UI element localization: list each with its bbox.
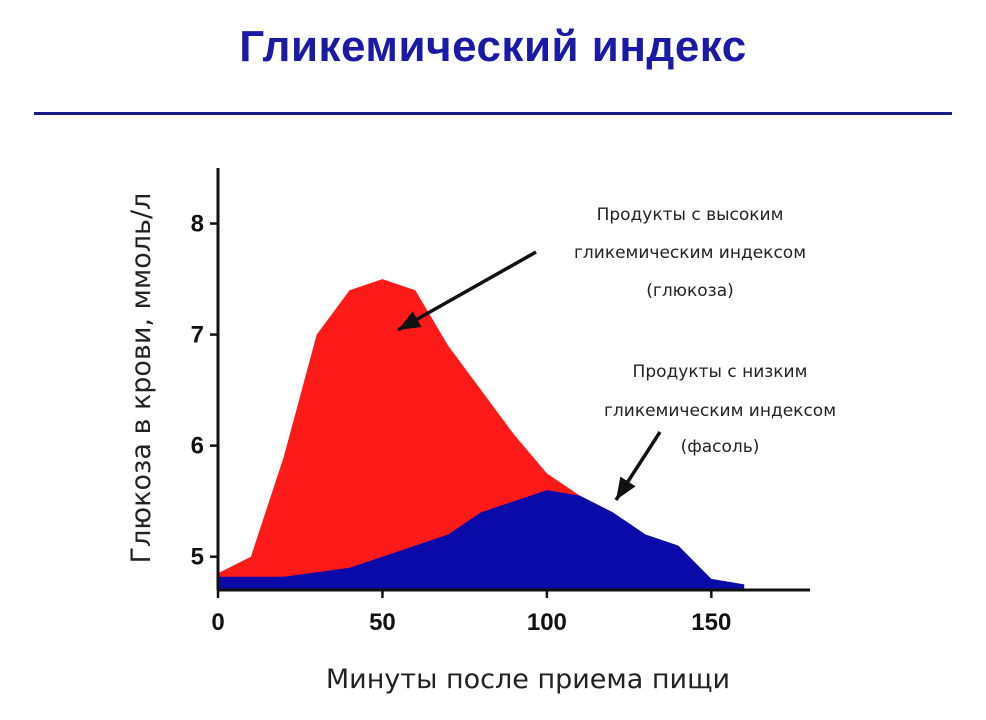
annotation-low-line-3: (фасоль) — [681, 437, 760, 457]
annotation-high-line-2: гликемическим индексом — [574, 243, 806, 263]
ticks-group: 5 6 7 8 0 50 100 150 — [191, 211, 732, 636]
annotation-low-line-1: Продукты с низким — [633, 362, 808, 382]
annotation-arrows — [397, 250, 662, 501]
x-tick-label-50: 50 — [369, 609, 396, 636]
x-tick-label-150: 150 — [691, 609, 731, 636]
y-tick-label-5: 5 — [191, 544, 204, 571]
x-tick-label-100: 100 — [527, 609, 567, 636]
area-series-2 — [218, 490, 745, 590]
y-axis-label: Глюкоза в крови, ммоль/л — [126, 193, 157, 564]
y-tick-label-8: 8 — [191, 211, 204, 238]
annotation-low-line-2: гликемическим индексом — [604, 401, 836, 421]
arrow-low-head — [616, 476, 636, 500]
x-axis-label: Минуты после приема пищи — [326, 664, 730, 695]
arrow-high-head — [398, 311, 422, 330]
annotation-high-line-1: Продукты с высоким — [597, 205, 784, 225]
area-series-group — [218, 279, 745, 590]
title-divider — [34, 112, 952, 115]
y-tick-label-6: 6 — [191, 433, 204, 460]
chart-title: Гликемический индекс — [239, 22, 747, 71]
arrow-high-shaft — [397, 250, 537, 332]
annotations-group: Продукты с высоким гликемическим индексо… — [574, 205, 836, 457]
x-tick-label-0: 0 — [211, 609, 224, 636]
annotation-high-line-3: (глюкоза) — [646, 281, 734, 301]
y-tick-label-7: 7 — [191, 322, 204, 349]
